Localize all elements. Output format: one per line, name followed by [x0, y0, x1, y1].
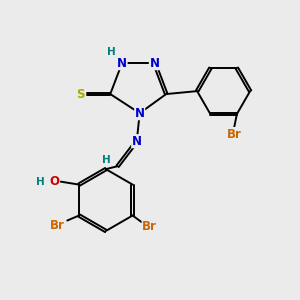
Text: Br: Br: [226, 128, 242, 141]
Text: N: N: [135, 107, 145, 120]
Text: O: O: [49, 175, 59, 188]
Text: Br: Br: [50, 219, 65, 232]
Text: S: S: [76, 88, 85, 100]
Text: N: N: [149, 57, 159, 70]
Text: N: N: [132, 135, 142, 148]
Text: H: H: [36, 177, 45, 187]
Text: H: H: [107, 47, 116, 57]
Text: N: N: [117, 57, 127, 70]
Text: Br: Br: [142, 220, 157, 233]
Text: H: H: [102, 155, 111, 165]
